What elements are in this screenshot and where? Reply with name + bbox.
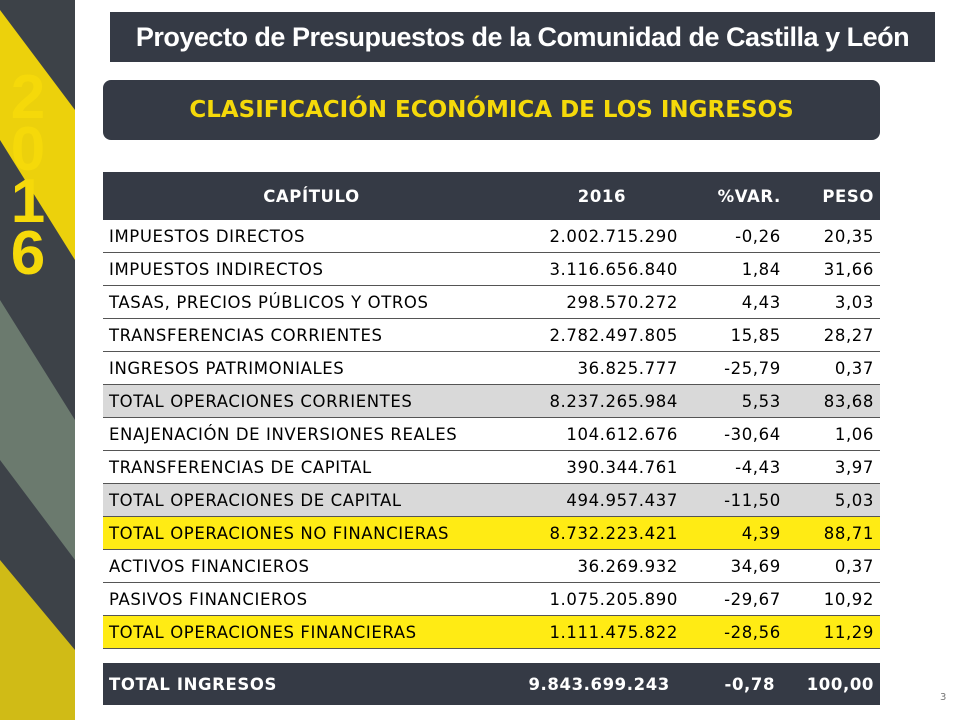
cell-number: -4,43 (683, 450, 787, 484)
cell-number: 3.116.656.840 (519, 252, 684, 286)
cell-number: 0,37 (786, 549, 880, 583)
cell-number: 10,92 (786, 582, 880, 616)
cell-number: 2.002.715.290 (519, 220, 684, 253)
cell-number: 4,39 (683, 516, 787, 550)
cell-number: 5,53 (683, 384, 787, 418)
cell-number: 298.570.272 (519, 285, 684, 319)
cell-number: 11,29 (786, 615, 880, 649)
total-number: 100,00 (781, 663, 880, 705)
total-number: -0,78 (675, 663, 782, 705)
cell-number: 15,85 (683, 318, 787, 352)
cell-number: 34,69 (683, 549, 787, 583)
cell-label: IMPUESTOS DIRECTOS (103, 220, 520, 253)
cell-label: TRANSFERENCIAS DE CAPITAL (103, 450, 520, 484)
column-header: CAPÍTULO (103, 172, 520, 220)
cell-number: 83,68 (786, 384, 880, 418)
total-label: TOTAL INGRESOS (103, 663, 503, 705)
header-title: Proyecto de Presupuestos de la Comunidad… (110, 12, 935, 62)
cell-number: 4,43 (683, 285, 787, 319)
cell-number: -28,56 (683, 615, 787, 649)
cell-number: -29,67 (683, 582, 787, 616)
cell-label: PASIVOS FINANCIEROS (103, 582, 520, 616)
cell-number: 1.111.475.822 (519, 615, 684, 649)
table-row: TOTAL OPERACIONES DE CAPITAL 494.957.437-… (103, 483, 880, 517)
cell-number: 36.825.777 (519, 351, 684, 385)
cell-label: TOTAL OPERACIONES FINANCIERAS (103, 615, 520, 649)
cell-number: 8.732.223.421 (519, 516, 684, 550)
cell-number: 3,03 (786, 285, 880, 319)
cell-label: ENAJENACIÓN DE INVERSIONES REALES (103, 417, 520, 451)
cell-number: 5,03 (786, 483, 880, 517)
table-row: ACTIVOS FINANCIEROS 36.269.932 34,69 0,37 (103, 549, 880, 583)
table-row: ENAJENACIÓN DE INVERSIONES REALES 104.612… (103, 417, 880, 451)
cell-label: IMPUESTOS INDIRECTOS (103, 252, 520, 286)
table-row: TOTAL OPERACIONES NO FINANCIERAS 8.732.22… (103, 516, 880, 550)
header-row: CAPÍTULO 2016 %VAR. PESO (103, 172, 880, 220)
cell-label: TASAS, PRECIOS PÚBLICOS Y OTROS (103, 285, 520, 319)
column-header: %VAR. (683, 172, 787, 220)
cell-label: ACTIVOS FINANCIEROS (103, 549, 520, 583)
cell-number: 88,71 (786, 516, 880, 550)
total-number: 9.843.699.243 (502, 663, 676, 705)
table-row: TRANSFERENCIAS DE CAPITAL 390.344.761 -4,4… (103, 450, 880, 484)
cell-label: TRANSFERENCIAS CORRIENTES (103, 318, 520, 352)
table-row: IMPUESTOS INDIRECTOS 3.116.656.840 1,84 31,… (103, 252, 880, 286)
cell-label: TOTAL OPERACIONES CORRIENTES (103, 384, 520, 418)
cell-number: 8.237.265.984 (519, 384, 684, 418)
table-row: TASAS, PRECIOS PÚBLICOS Y OTROS 298.570.2… (103, 285, 880, 319)
table-row: TOTAL OPERACIONES FINANCIERAS 1.111.475.8… (103, 615, 880, 649)
cell-number: 20,35 (786, 220, 880, 253)
sidebar-decoration (0, 0, 75, 720)
cell-number: 36.269.932 (519, 549, 684, 583)
cell-number: 28,27 (786, 318, 880, 352)
income-table: CAPÍTULO 2016 %VAR. PESO IMPUESTOS DIRECTOS… (103, 172, 880, 649)
column-header: 2016 (519, 172, 684, 220)
table-row: IMPUESTOS DIRECTOS 2.002.715.290 -0,26 20,3… (103, 220, 880, 253)
cell-number: 494.957.437 (519, 483, 684, 517)
section-title: CLASIFICACIÓN ECONÓMICA DE LOS INGRESOS (103, 80, 880, 140)
total-row: TOTAL INGRESOS 9.843.699.243 -0,78 100,00 (103, 663, 880, 705)
cell-number: -30,64 (683, 417, 787, 451)
cell-number: 3,97 (786, 450, 880, 484)
cell-number: -25,79 (683, 351, 787, 385)
cell-number: 0,37 (786, 351, 880, 385)
column-header: PESO (786, 172, 880, 220)
table-row: INGRESOS PATRIMONIALES 36.825.777 -25,79 0,… (103, 351, 880, 385)
table-row: PASIVOS FINANCIEROS 1.075.205.890 -29,67 10… (103, 582, 880, 616)
cell-number: 104.612.676 (519, 417, 684, 451)
cell-number: -11,50 (683, 483, 787, 517)
cell-number: 1.075.205.890 (519, 582, 684, 616)
year: 2016 (10, 63, 46, 288)
cell-number: 31,66 (786, 252, 880, 286)
cell-label: TOTAL OPERACIONES NO FINANCIERAS (103, 516, 520, 550)
cell-number: -0,26 (683, 220, 787, 253)
page-number: 3 (940, 692, 947, 703)
table-row: TOTAL OPERACIONES CORRIENTES 8.237.265.98… (103, 384, 880, 418)
cell-number: 390.344.761 (519, 450, 684, 484)
total-table: TOTAL INGRESOS 9.843.699.243 -0,78 100,00 (103, 663, 880, 705)
cell-number: 2.782.497.805 (519, 318, 684, 352)
cell-number: 1,06 (786, 417, 880, 451)
cell-number: 1,84 (683, 252, 787, 286)
cell-label: TOTAL OPERACIONES DE CAPITAL (103, 483, 520, 517)
table-row: TRANSFERENCIAS CORRIENTES 2.782.497.805 15… (103, 318, 880, 352)
cell-label: INGRESOS PATRIMONIALES (103, 351, 520, 385)
